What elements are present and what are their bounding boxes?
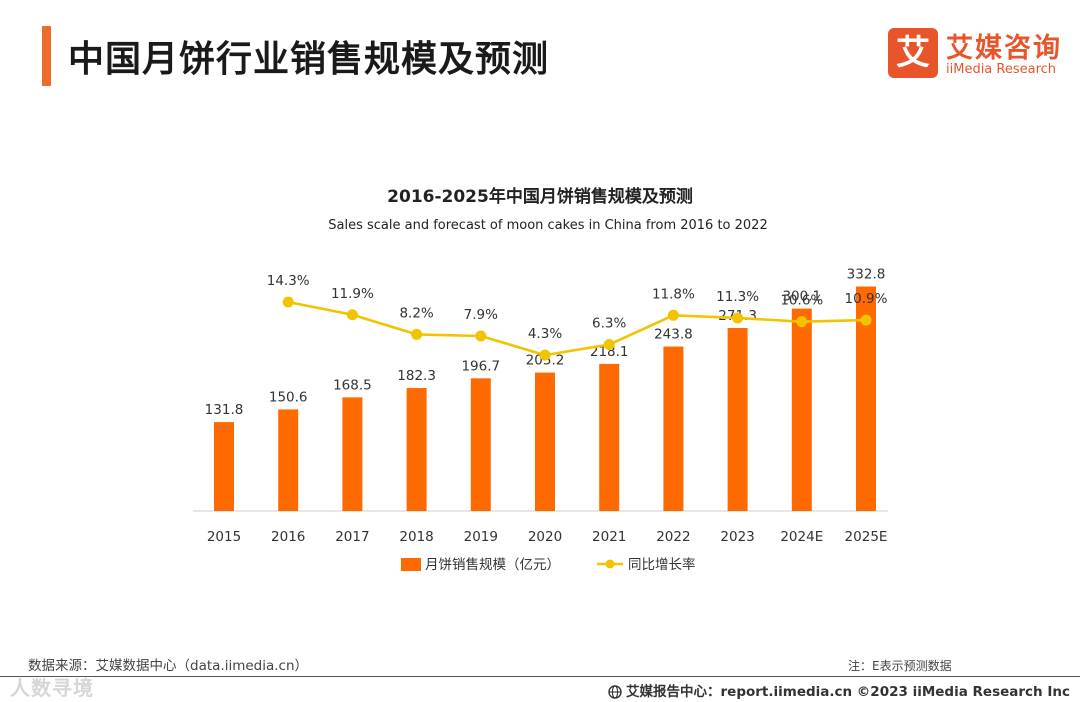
bar-2017 [342,397,363,511]
bar-2016 [278,409,299,511]
bar-label-2018: 182.3 [397,368,436,384]
bar-label-2022: 243.8 [654,327,693,343]
title-accent-bar [42,26,51,86]
logo-name-en: iiMedia Research [946,62,1057,77]
growth-label-2022: 11.8% [652,286,695,302]
x-tick-2016: 2016 [271,529,305,545]
growth-point-2024E [796,316,808,328]
logo-mark-icon: 艾 [888,28,938,78]
growth-label-2023: 11.3% [716,289,759,305]
report-center-credit: 艾媒报告中心：report.iimedia.cn ©2023 iiMedia R… [608,680,1070,700]
growth-label-2021: 6.3% [592,316,626,332]
x-tick-2022: 2022 [656,529,690,545]
growth-point-2017 [346,309,358,321]
growth-label-2024E: 10.6% [780,293,823,309]
footer-divider [0,676,1080,677]
bar-label-2019: 196.7 [461,358,500,374]
x-tick-2024E: 2024E [780,529,823,545]
x-tick-2021: 2021 [592,529,626,545]
x-tick-2019: 2019 [464,529,498,545]
bar-label-2021: 218.1 [590,344,629,360]
growth-label-2017: 11.9% [331,286,374,302]
growth-point-2018 [411,328,423,340]
data-source: 数据来源：艾媒数据中心（data.iimedia.cn） [28,658,309,674]
bar-2021 [599,363,620,511]
bar-label-2024E: 300.1 [782,289,821,305]
report-site-text: 艾媒报告中心：report.iimedia.cn ©2023 iiMedia R… [626,684,1070,700]
x-tick-2025E: 2025E [845,529,888,545]
growth-point-2021 [603,339,615,351]
legend-line-marker [605,559,615,569]
bar-label-2025E: 332.8 [847,267,886,283]
growth-label-2018: 8.2% [399,305,433,321]
page-title: 中国月饼行业销售规模及预测 [68,39,550,80]
x-tick-2015: 2015 [207,529,241,545]
x-tick-2023: 2023 [720,529,754,545]
x-tick-2017: 2017 [335,529,369,545]
chart-subtitle: Sales scale and forecast of moon cakes i… [328,218,767,233]
growth-label-2019: 7.9% [464,307,498,323]
bar-2023 [727,328,748,511]
sales-chart: 2016-2025年中国月饼销售规模及预测 Sales scale and for… [193,186,888,573]
growth-label-2025E: 10.9% [845,291,888,307]
growth-point-2025E [860,314,872,326]
bar-2025E [856,286,876,511]
bar-label-2016: 150.6 [269,389,308,405]
bar-2018 [406,388,427,511]
bar-2019 [470,378,491,511]
growth-point-2020 [539,349,551,361]
legend-bar-label: 月饼销售规模（亿元） [425,557,560,573]
bar-2024E [791,308,812,511]
growth-rate-line [287,300,867,357]
forecast-note: 注：E表示预测数据 [848,659,952,673]
growth-label-2016: 14.3% [267,273,310,289]
iimedia-logo: 艾 艾媒咨询 iiMedia Research [888,28,1060,82]
legend-bar-swatch [401,558,421,571]
legend-line-label: 同比增长率 [628,556,696,573]
bar-label-2015: 131.8 [205,402,244,418]
watermark-text: 人数寻境 [10,676,94,700]
growth-point-2019 [475,330,487,342]
bar-2015 [214,422,234,511]
bar-2022 [663,346,684,511]
bar-2020 [535,372,555,511]
logo-name-cn: 艾媒咨询 [946,33,1062,64]
growth-point-2022 [667,309,679,321]
x-tick-2018: 2018 [399,529,433,545]
bar-label-2017: 168.5 [333,377,372,393]
growth-label-2020: 4.3% [528,326,562,342]
growth-point-2023 [732,312,744,324]
growth-point-2016 [282,296,294,308]
globe-icon [608,685,622,699]
x-tick-2020: 2020 [528,529,562,545]
chart-title: 2016-2025年中国月饼销售规模及预测 [387,186,693,207]
